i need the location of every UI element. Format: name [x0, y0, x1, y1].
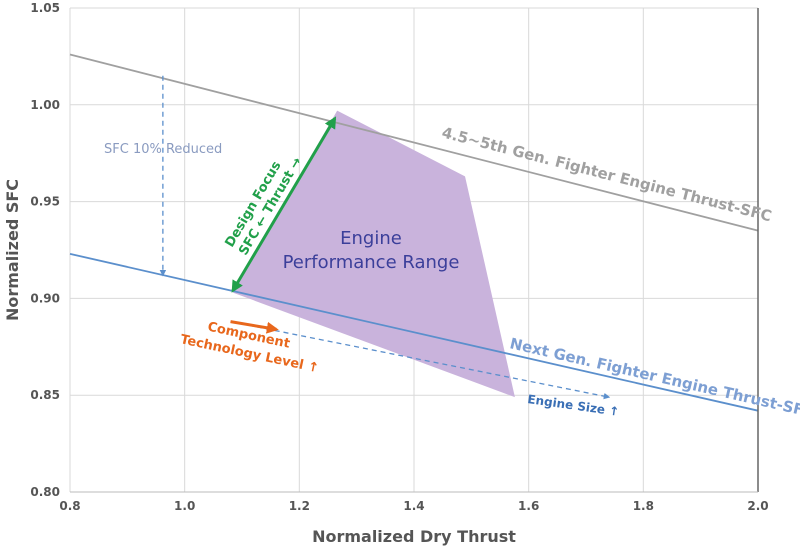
- series-line-current-gen: [69, 53, 759, 232]
- x-tick-label: 1.2: [289, 499, 310, 513]
- sfc-reduced-label: SFC 10% Reduced: [104, 142, 222, 157]
- current-gen-label: 4.5~5th Gen. Fighter Engine Thrust-SFC: [440, 123, 774, 225]
- y-axis-label: Normalized SFC: [3, 179, 22, 321]
- region-label-line2: Performance Range: [283, 252, 460, 273]
- y-tick-label: 1.05: [30, 1, 60, 15]
- axes: 0.8 1.0 1.2 1.4 1.6 1.8 2.0 0.80 0.85 0.90 0.95 1.0…: [30, 1, 768, 513]
- x-tick-label: 1.8: [633, 499, 654, 513]
- x-tick-label: 1.4: [403, 499, 424, 513]
- component-tech-arrow: [230, 320, 279, 334]
- design-focus-arrow: [231, 116, 337, 293]
- x-tick-label: 1.0: [174, 499, 195, 513]
- y-tick-label: 0.90: [30, 291, 60, 305]
- x-tick-label: 2.0: [747, 499, 768, 513]
- y-tick-label: 0.80: [30, 485, 60, 499]
- x-tick-label: 0.8: [59, 499, 80, 513]
- y-tick-label: 0.85: [30, 388, 60, 402]
- x-axis-label: Normalized Dry Thrust: [312, 527, 516, 546]
- x-tick-label: 1.6: [518, 499, 539, 513]
- y-tick-label: 0.95: [30, 195, 60, 209]
- y-tick-label: 1.00: [30, 98, 60, 112]
- engine-size-arrow: [230, 320, 611, 400]
- region-label-line1: Engine: [340, 228, 402, 249]
- series-line-next-gen: [69, 252, 759, 412]
- grid: [69, 7, 759, 493]
